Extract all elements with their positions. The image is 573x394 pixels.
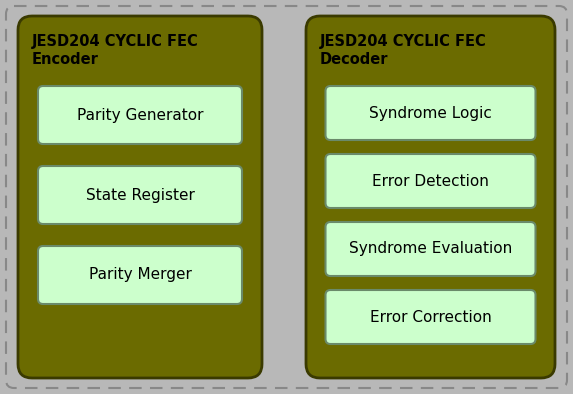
FancyBboxPatch shape <box>18 16 262 378</box>
FancyBboxPatch shape <box>306 16 555 378</box>
Text: Decoder: Decoder <box>320 52 388 67</box>
FancyBboxPatch shape <box>38 166 242 224</box>
Text: Error Correction: Error Correction <box>370 310 492 325</box>
FancyBboxPatch shape <box>6 6 567 388</box>
Text: Syndrome Evaluation: Syndrome Evaluation <box>349 242 512 256</box>
Text: JESD204 CYCLIC FEC: JESD204 CYCLIC FEC <box>32 34 199 49</box>
FancyBboxPatch shape <box>325 290 536 344</box>
FancyBboxPatch shape <box>38 246 242 304</box>
Text: State Register: State Register <box>85 188 194 203</box>
FancyBboxPatch shape <box>325 86 536 140</box>
FancyBboxPatch shape <box>38 86 242 144</box>
Text: Syndrome Logic: Syndrome Logic <box>369 106 492 121</box>
Text: Encoder: Encoder <box>32 52 99 67</box>
Text: Parity Generator: Parity Generator <box>77 108 203 123</box>
Text: Parity Merger: Parity Merger <box>89 268 191 282</box>
Text: Error Detection: Error Detection <box>372 173 489 188</box>
FancyBboxPatch shape <box>325 154 536 208</box>
Text: JESD204 CYCLIC FEC: JESD204 CYCLIC FEC <box>320 34 486 49</box>
FancyBboxPatch shape <box>325 222 536 276</box>
